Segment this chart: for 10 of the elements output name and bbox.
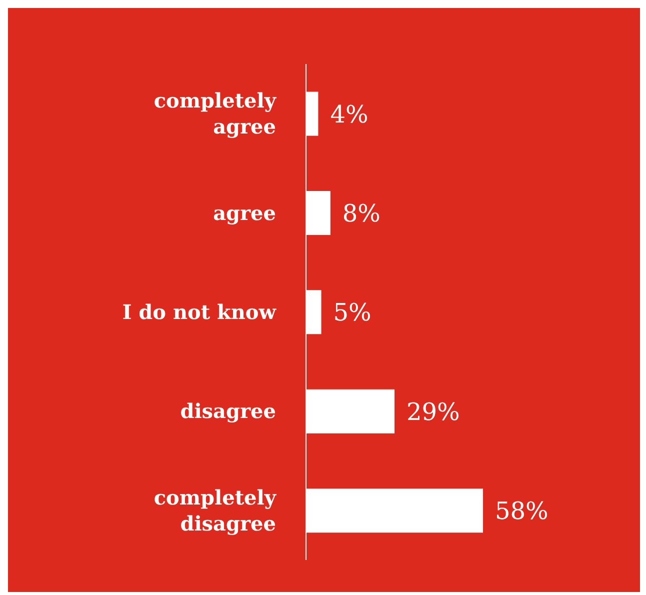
y-tick-label: completely agree	[154, 88, 278, 139]
y-tick-label: agree	[213, 200, 276, 225]
y-tick-label: I do not know	[122, 300, 277, 324]
y-tick-label: completely disagree	[154, 485, 278, 536]
data-label: 58%	[495, 497, 548, 526]
data-label: 4%	[330, 100, 368, 128]
data-label: 8%	[342, 199, 380, 228]
data-label: 5%	[333, 298, 372, 327]
y-tick-label: disagree	[180, 399, 276, 424]
data-label: 29%	[406, 398, 460, 426]
